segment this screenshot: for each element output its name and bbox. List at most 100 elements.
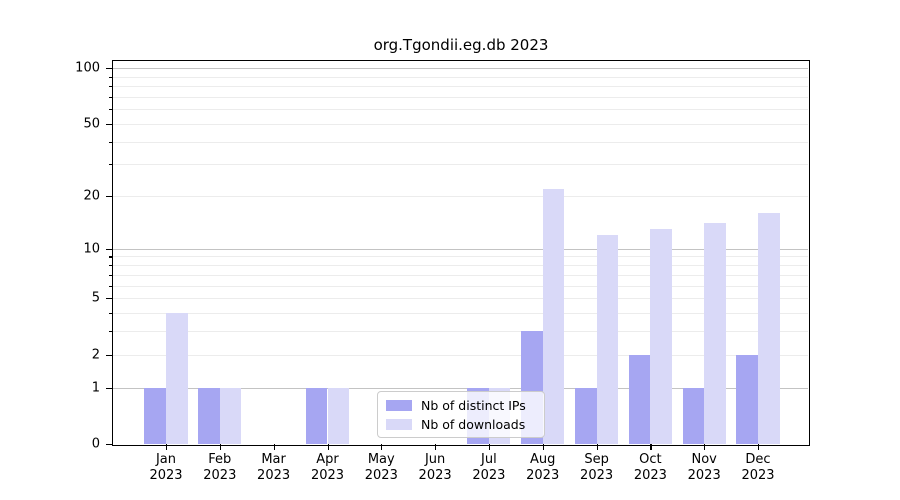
x-tick xyxy=(381,444,383,450)
minor-gridline xyxy=(113,256,808,258)
x-tick xyxy=(704,444,706,450)
x-tick-label: Mar 2023 xyxy=(244,452,304,484)
y-tick xyxy=(106,123,113,125)
minor-gridline xyxy=(113,96,808,98)
x-tick-label: Aug 2023 xyxy=(513,452,573,484)
bar-distinct-ips xyxy=(575,387,597,444)
legend-label-downloads: Nb of downloads xyxy=(421,416,526,432)
y-minor-tick xyxy=(109,109,113,111)
legend: Nb of distinct IPs Nb of downloads xyxy=(377,391,545,438)
x-tick-label: Jan 2023 xyxy=(136,452,196,484)
y-tick xyxy=(106,387,113,389)
y-tick xyxy=(106,298,113,300)
minor-gridline xyxy=(113,298,808,299)
minor-gridline xyxy=(113,331,808,333)
y-minor-tick xyxy=(109,86,113,88)
bar-downloads xyxy=(542,188,565,444)
y-minor-tick xyxy=(109,274,113,276)
bar-downloads xyxy=(758,213,780,444)
y-tick xyxy=(106,444,113,446)
x-tick-year: 2023 xyxy=(149,468,183,483)
chart-title: org.Tgondii.eg.db 2023 xyxy=(373,36,549,54)
x-tick xyxy=(758,444,760,450)
bar-downloads xyxy=(704,223,726,444)
major-gridline xyxy=(113,248,808,250)
plot-area: Nb of distinct IPs Nb of downloads xyxy=(113,61,808,444)
x-tick xyxy=(650,444,652,450)
x-tick-label: Jun 2023 xyxy=(405,452,465,484)
minor-gridline xyxy=(113,86,808,87)
y-tick-label: 5 xyxy=(91,290,100,306)
x-tick xyxy=(273,444,275,450)
y-minor-tick xyxy=(109,312,113,315)
minor-gridline xyxy=(113,109,808,111)
y-tick xyxy=(106,196,113,198)
minor-gridline xyxy=(113,76,808,78)
y-minor-tick xyxy=(109,141,113,143)
x-tick-label: Dec 2023 xyxy=(728,452,788,484)
x-tick-year: 2023 xyxy=(633,468,667,483)
legend-label-distinct-ips: Nb of distinct IPs xyxy=(421,397,526,413)
bar-distinct-ips xyxy=(305,387,328,444)
minor-gridline xyxy=(113,312,808,314)
bar-downloads xyxy=(219,387,242,444)
legend-item-distinct-ips: Nb of distinct IPs xyxy=(386,398,536,413)
x-tick xyxy=(166,444,168,450)
x-tick-year: 2023 xyxy=(580,468,614,483)
x-tick xyxy=(542,444,544,450)
x-tick-label: Sep 2023 xyxy=(567,452,627,484)
x-tick xyxy=(488,444,491,450)
y-tick-label: 50 xyxy=(83,116,100,132)
x-tick-year: 2023 xyxy=(472,468,506,483)
major-gridline xyxy=(113,68,808,69)
y-tick xyxy=(106,68,113,70)
y-tick-label: 10 xyxy=(83,241,100,257)
y-tick-label: 2 xyxy=(91,347,100,362)
y-minor-tick xyxy=(109,164,113,166)
y-minor-tick xyxy=(109,256,113,258)
y-minor-tick xyxy=(109,331,113,333)
downloads-swatch xyxy=(386,418,412,430)
x-tick-label: Jul 2023 xyxy=(459,452,519,484)
y-minor-tick xyxy=(109,265,113,267)
x-tick xyxy=(327,444,329,450)
x-tick-year: 2023 xyxy=(741,468,775,483)
y-minor-tick xyxy=(109,285,113,287)
y-minor-tick xyxy=(109,76,113,78)
minor-gridline xyxy=(113,274,808,276)
minor-gridline xyxy=(113,354,808,356)
x-tick-year: 2023 xyxy=(418,468,452,483)
bar-distinct-ips xyxy=(144,387,166,444)
x-tick xyxy=(435,444,437,450)
y-minor-tick xyxy=(109,96,113,98)
x-tick-year: 2023 xyxy=(687,468,721,483)
minor-gridline xyxy=(113,123,808,125)
x-tick-label: Feb 2023 xyxy=(190,452,250,484)
minor-gridline xyxy=(113,164,808,166)
x-tick-label: Nov 2023 xyxy=(674,452,734,484)
x-tick-year: 2023 xyxy=(526,468,560,483)
bar-distinct-ips xyxy=(682,387,705,444)
x-tick xyxy=(219,444,221,450)
bar-downloads xyxy=(596,235,619,444)
x-tick-year: 2023 xyxy=(203,468,237,483)
x-tick xyxy=(596,444,598,450)
major-gridline xyxy=(113,387,808,389)
y-tick-label: 0 xyxy=(91,436,100,452)
y-tick-label: 100 xyxy=(75,60,100,76)
minor-gridline xyxy=(113,141,808,143)
y-tick xyxy=(106,248,113,250)
y-tick-label: 1 xyxy=(91,380,100,395)
minor-gridline xyxy=(113,265,808,266)
x-tick-year: 2023 xyxy=(310,468,345,483)
x-tick-year: 2023 xyxy=(257,468,291,483)
bar-downloads xyxy=(650,229,672,444)
distinct-ips-swatch xyxy=(386,399,412,411)
bar-downloads xyxy=(327,387,350,444)
bar-downloads xyxy=(166,312,188,444)
minor-gridline xyxy=(113,285,808,287)
x-tick-label: May 2023 xyxy=(351,452,411,484)
legend-item-downloads: Nb of downloads xyxy=(386,417,536,432)
x-tick-label: Oct 2023 xyxy=(620,452,680,484)
